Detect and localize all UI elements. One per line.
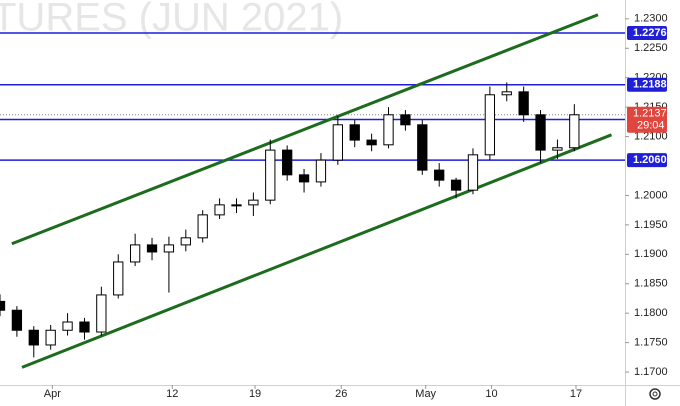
candle-body: [62, 321, 73, 331]
candle-body: [569, 114, 580, 149]
countdown-label: 29:04: [637, 120, 665, 132]
x-tick-label: 12: [166, 388, 178, 400]
candle-body: [231, 204, 242, 207]
last-price-box: [627, 106, 667, 133]
x-tick-label: May: [415, 388, 436, 400]
y-tick-label: 1.1700: [634, 366, 668, 378]
candle-body: [417, 124, 428, 171]
candle-body: [535, 114, 546, 151]
y-tick-label: 1.1750: [634, 337, 668, 349]
candle-body: [450, 179, 462, 191]
candle-body: [383, 114, 394, 146]
x-tick-label: 17: [570, 388, 582, 400]
candle-body: [518, 91, 529, 116]
level-label-box: [627, 153, 667, 168]
candle-body: [163, 244, 175, 253]
candle-body: [366, 139, 377, 146]
x-tick-label: 10: [485, 388, 497, 400]
candle-body: [79, 321, 90, 333]
candle-body: [315, 159, 327, 183]
candle-body: [265, 149, 276, 201]
candle-body: [282, 149, 293, 176]
candle-body: [197, 214, 208, 239]
y-tick-label: 1.2300: [634, 13, 668, 25]
x-tick-label: 26: [335, 388, 347, 400]
y-tick-label: 1.1800: [634, 307, 668, 319]
candle-body: [552, 147, 563, 151]
y-tick-label: 1.2250: [634, 42, 668, 54]
candle-body: [400, 114, 411, 126]
gear[interactable]: [649, 388, 661, 400]
candle-body: [349, 124, 360, 141]
candle-body: [180, 237, 191, 246]
candle-body: [113, 261, 124, 296]
candle-body: [129, 244, 141, 263]
candle-body: [434, 169, 445, 181]
candle-body: [484, 94, 496, 156]
y-tick-label: 1.2000: [634, 189, 668, 201]
trend-line: [11, 13, 599, 246]
settings-icon[interactable]: [649, 388, 661, 400]
x-tick-label: 19: [249, 388, 261, 400]
level-label: 1.2060: [633, 154, 667, 166]
level-label: 1.2188: [633, 79, 667, 91]
candle-body: [214, 204, 225, 216]
candle-body: [0, 300, 6, 311]
candle-body: [298, 174, 310, 183]
level-label-box: [627, 25, 667, 40]
trend-line: [21, 133, 613, 369]
candle-body: [96, 294, 107, 333]
candle-body: [501, 91, 512, 96]
candle-body: [332, 124, 343, 161]
last-price-label: 1.2137: [633, 108, 667, 120]
level-label-box: [627, 77, 667, 92]
y-tick-label: 1.1900: [634, 248, 668, 260]
x-tick-label: Apr: [44, 388, 61, 400]
y-tick-label: 1.2100: [634, 130, 668, 142]
candle-body: [28, 329, 39, 346]
y-tick-label: 1.1950: [634, 219, 668, 231]
candle-body: [146, 244, 158, 253]
gear-hub[interactable]: [652, 391, 658, 397]
candle-body: [467, 154, 479, 191]
candle-body: [11, 309, 23, 331]
candle-body: [248, 199, 259, 206]
candle-body: [45, 329, 56, 346]
y-tick-label: 1.1850: [634, 278, 668, 290]
level-label: 1.2276: [633, 27, 667, 39]
